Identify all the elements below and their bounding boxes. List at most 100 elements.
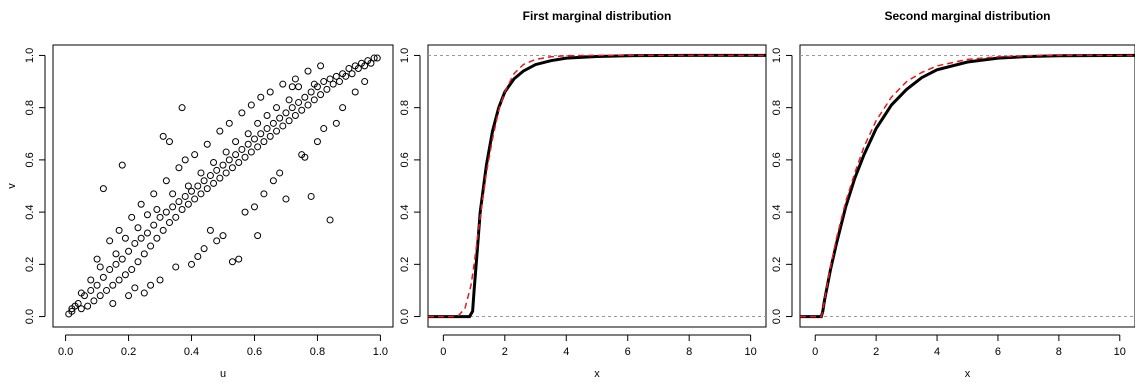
- scatter-point: [96, 263, 104, 271]
- scatter-point: [373, 54, 381, 62]
- scatter-point: [238, 145, 246, 153]
- scatter-point: [351, 88, 359, 96]
- y-tick-label: 0.8: [24, 100, 36, 115]
- scatter-point: [125, 292, 133, 300]
- scatter-point: [206, 226, 214, 234]
- scatter-point: [326, 75, 334, 83]
- scatter-point: [288, 83, 296, 91]
- scatter-point: [273, 127, 281, 135]
- scatter-point: [74, 300, 82, 307]
- scatter-point: [238, 109, 246, 117]
- scatter-point: [345, 65, 353, 72]
- x-tick-label: 0: [812, 346, 818, 358]
- scatter-point: [90, 297, 98, 305]
- scatter-point: [313, 138, 321, 146]
- plot-frame: [799, 44, 1135, 328]
- y-tick-label: 0.8: [399, 100, 411, 115]
- scatter-point: [282, 109, 290, 117]
- scatter-point: [216, 174, 224, 182]
- scatter-point: [150, 221, 158, 229]
- scatter-point: [266, 132, 274, 140]
- scatter-point: [87, 286, 95, 294]
- scatter-point: [288, 104, 296, 112]
- scatter-point: [99, 185, 107, 193]
- scatter-point: [96, 292, 104, 300]
- scatter-point: [295, 83, 303, 91]
- y-tick-label: 0.6: [771, 152, 783, 167]
- scatter-point: [115, 226, 123, 234]
- scatter-point: [125, 247, 133, 255]
- y-tick-label: 0.0: [399, 309, 411, 324]
- x-tick-label: 4: [563, 346, 569, 358]
- scatter-point: [93, 281, 101, 289]
- scatter-point: [165, 138, 173, 146]
- scatter-point: [317, 62, 325, 70]
- scatter-point: [150, 190, 158, 198]
- scatter-point: [310, 80, 318, 88]
- x-tick-label: 6: [995, 346, 1001, 358]
- scatter-point: [228, 258, 236, 266]
- y-tick-label: 0.6: [399, 152, 411, 167]
- scatter-point: [354, 65, 362, 72]
- scatter-point: [320, 125, 328, 133]
- y-tick-label: 0.2: [771, 257, 783, 272]
- scatter-point: [184, 182, 192, 190]
- scatter-point: [232, 138, 240, 146]
- scatter-point: [77, 289, 85, 297]
- scatter-point: [153, 206, 161, 213]
- scatter-point: [169, 203, 177, 211]
- scatter-point: [254, 119, 262, 127]
- scatter-point: [291, 75, 299, 83]
- y-tick-label: 0.4: [771, 204, 783, 219]
- scatter-point: [200, 245, 208, 253]
- scatter-point: [335, 78, 343, 86]
- scatter-point: [109, 281, 117, 289]
- scatter-point: [87, 276, 95, 284]
- scatter-point: [68, 307, 76, 315]
- scatter-point: [156, 276, 164, 284]
- scatter-point: [181, 156, 189, 164]
- scatter-point: [282, 195, 290, 203]
- scatter-point: [93, 255, 101, 263]
- scatter-point: [361, 62, 369, 70]
- scatter-point: [178, 104, 186, 112]
- scatter-point: [257, 130, 265, 138]
- scatter-point: [232, 151, 240, 159]
- scatter-point: [235, 255, 243, 263]
- series-line-red-dashed: [800, 54, 1135, 318]
- x-axis-label: x: [965, 368, 971, 380]
- scatter-point: [188, 187, 196, 195]
- scatter-point: [222, 169, 230, 177]
- scatter-point: [103, 286, 111, 294]
- scatter-point: [244, 140, 252, 148]
- scatter-point: [134, 224, 142, 232]
- scatter-point: [320, 78, 328, 86]
- scatter-point: [361, 78, 369, 86]
- scatter-point: [310, 96, 318, 104]
- series-line-red-dashed: [428, 54, 766, 318]
- scatter-point: [203, 185, 211, 193]
- scatter-point: [228, 164, 236, 172]
- scatter-point: [184, 200, 192, 208]
- scatter-point: [263, 125, 271, 133]
- scatter-point: [194, 253, 202, 260]
- y-tick-label: 0.6: [24, 152, 36, 167]
- scatter-point: [169, 190, 177, 198]
- scatter-point: [216, 127, 224, 135]
- scatter-point: [118, 255, 126, 263]
- y-tick-label: 0.4: [399, 204, 411, 219]
- scatter-point: [247, 101, 255, 109]
- scatter-point: [175, 164, 183, 172]
- y-axis-label: v: [6, 183, 18, 189]
- scatter-point: [213, 237, 221, 245]
- y-tick-label: 0.2: [399, 257, 411, 272]
- x-tick-label: 8: [1056, 346, 1062, 358]
- scatter-point: [197, 169, 205, 177]
- scatter-point: [260, 138, 268, 146]
- y-tick-label: 0.0: [24, 309, 36, 324]
- series-line-black: [428, 53, 766, 319]
- scatter-point: [191, 195, 199, 203]
- scatter-point: [143, 229, 151, 237]
- scatter-point: [219, 232, 227, 240]
